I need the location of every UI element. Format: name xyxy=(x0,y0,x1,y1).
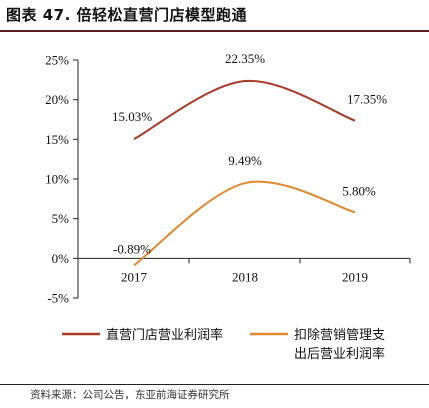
data-label: 5.80% xyxy=(342,183,376,198)
source-divider xyxy=(0,384,429,385)
chart-title: 图表 47. 倍轻松直营门店模型跑通 xyxy=(6,6,248,24)
x-tick-label: 2019 xyxy=(342,269,368,284)
legend-label: 直营门店营业利润率 xyxy=(106,327,223,343)
data-label: 15.03% xyxy=(112,109,152,124)
data-label: 9.49% xyxy=(228,153,262,168)
data-label-layer: 15.03% 22.35% 17.35% -0.89% 9.49% 5.80% xyxy=(112,51,387,256)
y-tick-label: 0% xyxy=(52,251,70,266)
title-underline xyxy=(0,30,429,32)
y-tick-label: 25% xyxy=(45,53,69,68)
y-tick-label: 15% xyxy=(45,132,69,147)
axis-layer: 25% 20% 15% 10% 5% 0% -5% 2017 2018 2019 xyxy=(45,53,411,306)
legend-label: 扣除营销管理支 xyxy=(294,328,385,343)
data-label: 17.35% xyxy=(347,92,387,107)
x-tick-label: 2018 xyxy=(232,269,258,284)
y-tick-label: -5% xyxy=(47,291,69,306)
x-tick-label: 2017 xyxy=(121,269,148,284)
y-tick-label: 20% xyxy=(45,92,69,107)
series-layer xyxy=(133,80,356,267)
series-line-1 xyxy=(133,80,356,140)
y-tick-label: 10% xyxy=(45,172,69,187)
source-note: 资料来源：公司公告，东亚前海证券研究所 xyxy=(30,389,230,401)
y-tick-label: 5% xyxy=(52,211,70,226)
data-label: 22.35% xyxy=(225,51,265,66)
data-label: -0.89% xyxy=(113,241,151,256)
legend-label: 出后营业利润率 xyxy=(294,346,385,362)
series-line-2 xyxy=(133,180,356,267)
